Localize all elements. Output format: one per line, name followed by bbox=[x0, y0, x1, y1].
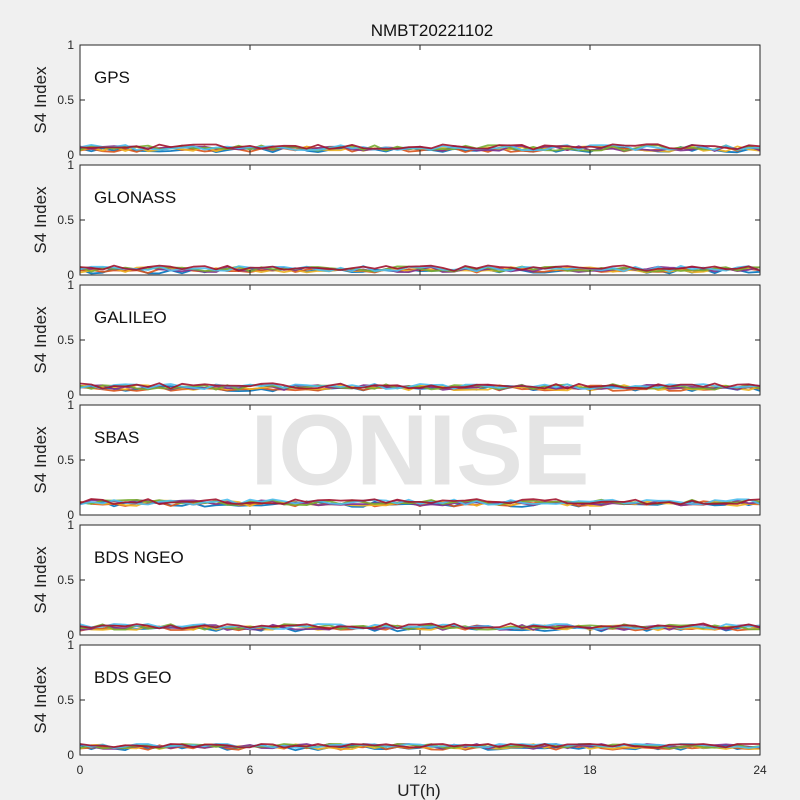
plot-area bbox=[80, 645, 760, 755]
x-tick-label: 6 bbox=[247, 763, 254, 777]
y-tick-label: 1 bbox=[67, 38, 74, 52]
panel-label: BDS GEO bbox=[94, 668, 171, 687]
series-trace bbox=[79, 264, 761, 272]
watermark: IONISE bbox=[251, 394, 590, 506]
series-trace bbox=[79, 743, 760, 749]
x-axis-label: UT(h) bbox=[397, 781, 440, 800]
series-trace bbox=[79, 383, 761, 390]
plot-area bbox=[80, 285, 760, 395]
panel-label: GPS bbox=[94, 68, 130, 87]
series-trace bbox=[79, 622, 761, 630]
plot-area bbox=[80, 405, 760, 515]
data-traces bbox=[79, 498, 761, 508]
x-tick-label: 12 bbox=[413, 763, 427, 777]
y-tick-label: 0.5 bbox=[57, 693, 74, 707]
y-tick-label: 1 bbox=[67, 518, 74, 532]
y-axis-label: S4 Index bbox=[31, 666, 50, 734]
y-tick-label: 0.5 bbox=[57, 573, 74, 587]
panel-sbas: 0 0.5 1 SBAS S4 Index bbox=[31, 398, 761, 522]
y-axis-label: S4 Index bbox=[31, 426, 50, 494]
y-tick-label: 0 bbox=[67, 508, 74, 522]
y-tick-label: 1 bbox=[67, 638, 74, 652]
plot-area bbox=[80, 165, 760, 275]
y-axis-label: S4 Index bbox=[31, 66, 50, 134]
panel-bds-geo: 0 0.5 1 0 6 12 18 24 BDS GEO S4 Index bbox=[31, 638, 767, 777]
series-trace bbox=[79, 143, 761, 151]
panel-gps: 0 0.5 1 GPS S4 Index bbox=[31, 38, 761, 162]
panel-label: GALILEO bbox=[94, 308, 167, 327]
y-tick-label: 0 bbox=[67, 388, 74, 402]
y-tick-label: 0 bbox=[67, 748, 74, 762]
data-traces bbox=[79, 743, 761, 752]
data-traces bbox=[79, 382, 761, 393]
y-tick-label: 0.5 bbox=[57, 213, 74, 227]
y-tick-label: 1 bbox=[67, 398, 74, 412]
x-tick-label: 0 bbox=[77, 763, 84, 777]
x-tick-label: 18 bbox=[583, 763, 597, 777]
series-trace bbox=[79, 382, 761, 390]
y-tick-label: 0 bbox=[67, 148, 74, 162]
y-tick-label: 0 bbox=[67, 268, 74, 282]
y-tick-label: 0.5 bbox=[57, 93, 74, 107]
y-axis-label: S4 Index bbox=[31, 186, 50, 254]
plot-area bbox=[80, 525, 760, 635]
y-tick-label: 0 bbox=[67, 628, 74, 642]
series-trace bbox=[79, 144, 761, 152]
panel-bds-ngeo: 0 0.5 1 BDS NGEO S4 Index bbox=[31, 518, 761, 642]
y-axis-label: S4 Index bbox=[31, 306, 50, 374]
panel-label: BDS NGEO bbox=[94, 548, 184, 567]
data-traces bbox=[79, 622, 761, 633]
panel-stack: 0 0.5 1 GPS S4 Index 0 0.5 1 GLONASS S4 Index 0 0.5… bbox=[31, 38, 767, 777]
panel-label: SBAS bbox=[94, 428, 139, 447]
figure-title: NMBT20221102 bbox=[371, 21, 494, 40]
series-trace bbox=[79, 498, 761, 506]
panel-galileo: 0 0.5 1 GALILEO S4 Index bbox=[31, 278, 761, 402]
series-trace bbox=[79, 743, 761, 749]
y-tick-label: 0.5 bbox=[57, 453, 74, 467]
panel-glonass: 0 0.5 1 GLONASS S4 Index bbox=[31, 158, 761, 282]
y-tick-label: 1 bbox=[67, 278, 74, 292]
plot-area bbox=[80, 45, 760, 155]
x-tick-label: 24 bbox=[753, 763, 767, 777]
y-tick-label: 1 bbox=[67, 158, 74, 172]
y-tick-label: 0.5 bbox=[57, 333, 74, 347]
series-trace bbox=[79, 498, 761, 506]
data-traces bbox=[79, 143, 761, 154]
y-axis-label: S4 Index bbox=[31, 546, 50, 614]
panel-label: GLONASS bbox=[94, 188, 176, 207]
